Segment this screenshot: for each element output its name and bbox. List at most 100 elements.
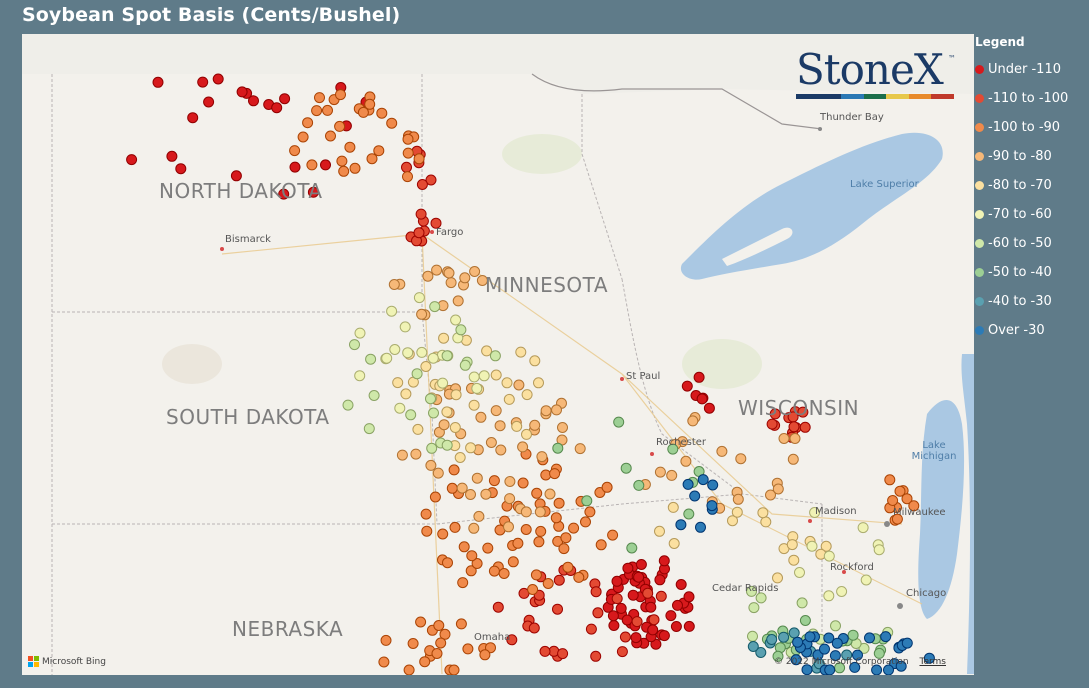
basis-point[interactable] bbox=[820, 540, 832, 552]
basis-point[interactable] bbox=[386, 305, 398, 317]
basis-point[interactable] bbox=[432, 467, 444, 479]
basis-point[interactable] bbox=[479, 649, 491, 661]
basis-point[interactable] bbox=[450, 389, 462, 401]
basis-point[interactable] bbox=[357, 106, 369, 118]
basis-point[interactable] bbox=[197, 76, 209, 88]
basis-point[interactable] bbox=[507, 556, 519, 568]
basis-point[interactable] bbox=[407, 638, 419, 649]
basis-point[interactable] bbox=[706, 500, 718, 512]
basis-point[interactable] bbox=[480, 488, 492, 500]
basis-point[interactable] bbox=[540, 405, 552, 417]
basis-point[interactable] bbox=[344, 141, 356, 153]
basis-point[interactable] bbox=[513, 379, 525, 391]
basis-point[interactable] bbox=[289, 145, 301, 157]
basis-point[interactable] bbox=[772, 572, 783, 584]
basis-point[interactable] bbox=[790, 654, 802, 666]
basis-point[interactable] bbox=[573, 571, 585, 583]
basis-point[interactable] bbox=[533, 536, 545, 548]
basis-point[interactable] bbox=[615, 602, 627, 614]
basis-point[interactable] bbox=[799, 421, 811, 433]
basis-point[interactable] bbox=[894, 485, 906, 497]
basis-point[interactable] bbox=[511, 420, 523, 432]
basis-point[interactable] bbox=[622, 562, 634, 574]
basis-point[interactable] bbox=[446, 482, 458, 494]
basis-point[interactable] bbox=[325, 130, 336, 142]
basis-point[interactable] bbox=[786, 539, 798, 551]
basis-point[interactable] bbox=[435, 637, 447, 649]
basis-point[interactable] bbox=[769, 408, 781, 420]
basis-point[interactable] bbox=[311, 105, 323, 117]
basis-point[interactable] bbox=[873, 544, 885, 556]
legend-item[interactable]: Under -110 bbox=[975, 55, 1089, 84]
basis-point[interactable] bbox=[667, 443, 679, 455]
basis-point[interactable] bbox=[672, 599, 683, 611]
basis-point[interactable] bbox=[126, 154, 138, 166]
basis-point[interactable] bbox=[445, 277, 457, 289]
basis-point[interactable] bbox=[366, 153, 378, 165]
basis-point[interactable] bbox=[342, 399, 354, 411]
basis-point[interactable] bbox=[488, 565, 500, 577]
basis-point[interactable] bbox=[735, 453, 747, 465]
basis-point[interactable] bbox=[413, 153, 425, 165]
basis-point[interactable] bbox=[465, 565, 477, 577]
basis-point[interactable] bbox=[354, 370, 366, 382]
basis-point[interactable] bbox=[560, 532, 572, 544]
basis-point[interactable] bbox=[380, 634, 392, 646]
basis-point[interactable] bbox=[864, 632, 875, 644]
basis-point[interactable] bbox=[590, 650, 602, 662]
basis-point[interactable] bbox=[386, 117, 398, 129]
basis-point[interactable] bbox=[302, 117, 314, 129]
basis-point[interactable] bbox=[454, 452, 466, 463]
basis-point[interactable] bbox=[680, 455, 692, 467]
basis-point[interactable] bbox=[778, 631, 790, 643]
basis-point[interactable] bbox=[455, 618, 467, 630]
basis-point[interactable] bbox=[824, 664, 836, 675]
basis-point[interactable] bbox=[731, 506, 743, 518]
basis-point[interactable] bbox=[481, 345, 493, 357]
basis-point[interactable] bbox=[611, 575, 623, 587]
basis-point[interactable] bbox=[658, 630, 670, 642]
basis-point[interactable] bbox=[631, 616, 643, 628]
basis-point[interactable] bbox=[482, 542, 494, 554]
basis-point[interactable] bbox=[476, 275, 488, 286]
basis-point[interactable] bbox=[584, 506, 596, 518]
basis-point[interactable] bbox=[841, 649, 853, 661]
basis-point[interactable] bbox=[413, 227, 425, 239]
basis-point[interactable] bbox=[529, 355, 541, 367]
legend-item[interactable]: -90 to -80 bbox=[975, 142, 1089, 171]
basis-point[interactable] bbox=[592, 607, 604, 619]
basis-point[interactable] bbox=[517, 477, 529, 489]
basis-point[interactable] bbox=[901, 637, 913, 649]
basis-point[interactable] bbox=[458, 541, 470, 553]
basis-point[interactable] bbox=[801, 664, 813, 675]
basis-point[interactable] bbox=[376, 107, 388, 119]
basis-point[interactable] bbox=[422, 270, 434, 282]
basis-point[interactable] bbox=[668, 538, 680, 549]
basis-point[interactable] bbox=[648, 614, 660, 626]
basis-point[interactable] bbox=[608, 620, 620, 631]
basis-point[interactable] bbox=[557, 422, 568, 433]
basis-point[interactable] bbox=[607, 610, 619, 622]
basis-point[interactable] bbox=[399, 321, 411, 333]
basis-point[interactable] bbox=[550, 512, 562, 524]
basis-point[interactable] bbox=[849, 661, 861, 673]
basis-point[interactable] bbox=[590, 586, 602, 598]
basis-point[interactable] bbox=[501, 377, 513, 389]
basis-point[interactable] bbox=[494, 420, 506, 432]
basis-point[interactable] bbox=[490, 405, 502, 417]
basis-point[interactable] bbox=[789, 433, 801, 444]
basis-point[interactable] bbox=[322, 104, 333, 116]
basis-point[interactable] bbox=[336, 155, 348, 167]
basis-point[interactable] bbox=[670, 621, 682, 632]
basis-point[interactable] bbox=[402, 133, 414, 145]
basis-point[interactable] bbox=[349, 162, 361, 174]
basis-point[interactable] bbox=[415, 208, 427, 220]
basis-point[interactable] bbox=[495, 444, 507, 456]
basis-point[interactable] bbox=[831, 637, 843, 649]
basis-point[interactable] bbox=[492, 601, 504, 613]
basis-point[interactable] bbox=[595, 539, 607, 551]
legend-item[interactable]: -70 to -60 bbox=[975, 200, 1089, 229]
basis-point[interactable] bbox=[489, 350, 501, 362]
basis-point[interactable] bbox=[620, 462, 632, 474]
basis-point[interactable] bbox=[703, 402, 715, 414]
